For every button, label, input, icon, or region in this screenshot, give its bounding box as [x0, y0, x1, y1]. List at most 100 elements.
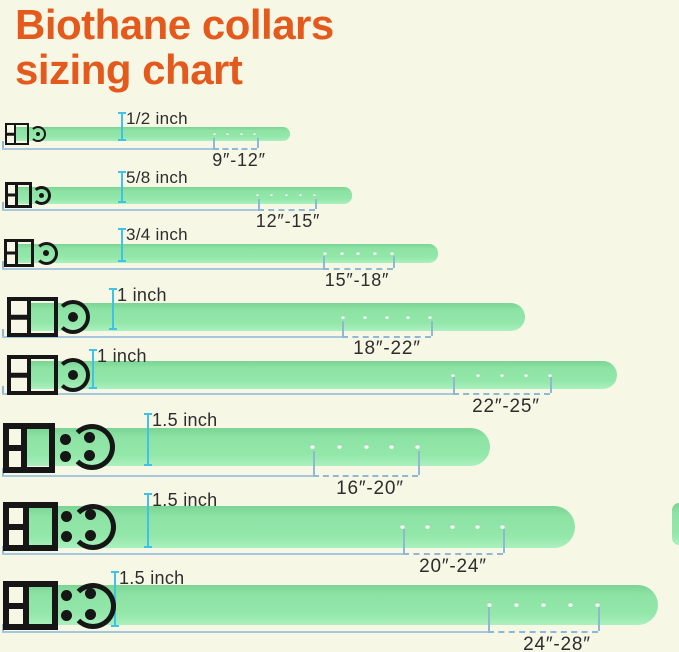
ring-pin-dot	[43, 250, 49, 256]
adjustment-hole	[337, 444, 342, 449]
size-bracket-line	[2, 475, 313, 477]
buckle-crossbar	[7, 132, 17, 136]
buckle-icon	[7, 297, 58, 337]
width-label: 1/2 inch	[126, 109, 188, 128]
adjustment-hole	[541, 602, 546, 607]
size-bracket-dashed	[488, 631, 598, 633]
collar-strap	[20, 303, 525, 331]
adjustment-hole	[390, 251, 394, 255]
adjustment-hole	[548, 373, 552, 377]
adjustment-hole	[425, 524, 430, 529]
rivet-dot	[61, 590, 72, 601]
size-range-label: 9″-12″	[212, 150, 266, 170]
buckle-icon	[3, 581, 58, 630]
page-title: Biothane collars sizing chart	[15, 2, 334, 92]
adjustment-hole	[406, 315, 410, 319]
adjustment-hole	[568, 602, 573, 607]
size-bracket-tick	[2, 386, 4, 393]
size-bracket-tick	[550, 377, 552, 393]
size-bracket-tick	[342, 321, 344, 336]
size-bracket-tick	[213, 138, 215, 148]
collar-strap	[20, 361, 617, 389]
width-tick	[89, 349, 97, 389]
rivet-dot	[84, 450, 95, 461]
size-bracket-tick	[2, 329, 4, 336]
adjustment-hole	[415, 444, 420, 449]
adjustment-hole	[450, 524, 455, 529]
adjustment-hole	[270, 193, 273, 196]
size-bracket-tick	[503, 529, 505, 553]
size-bracket-dashed	[258, 209, 315, 211]
adjustment-hole	[256, 193, 259, 196]
rivet-dot	[61, 511, 72, 522]
ring-pin-dot	[39, 193, 44, 198]
size-bracket-tick	[453, 377, 455, 393]
buckle-crossbar	[8, 193, 18, 197]
adjustment-hole	[363, 315, 367, 319]
rivet-dot	[85, 530, 96, 541]
strap-end-clip	[672, 503, 679, 545]
adjustment-hole	[500, 524, 505, 529]
adjustment-hole	[524, 373, 528, 377]
size-range-label: 22″-25″	[472, 396, 540, 417]
width-tick	[144, 493, 152, 548]
rivet-dot	[60, 434, 71, 445]
adjustment-hole	[313, 193, 316, 196]
adjustment-hole	[213, 132, 216, 135]
adjustment-hole	[340, 251, 344, 255]
collar-strap	[25, 585, 658, 625]
size-bracket-tick	[488, 607, 490, 631]
rivet-dot	[85, 609, 96, 620]
size-bracket-tick	[258, 199, 260, 209]
size-bracket-tick	[257, 138, 259, 148]
adjustment-hole	[253, 132, 256, 135]
size-bracket-line	[2, 631, 488, 633]
size-bracket-dashed	[313, 475, 418, 477]
size-bracket-line	[2, 553, 403, 555]
adjustment-hole	[428, 315, 432, 319]
adjustment-hole	[341, 315, 345, 319]
d-ring-icon	[35, 242, 58, 265]
size-bracket-tick	[393, 256, 395, 268]
buckle-crossbar	[11, 314, 31, 320]
title-line-2: sizing chart	[15, 46, 243, 93]
size-bracket-tick	[323, 256, 325, 268]
size-bracket-tick	[315, 199, 317, 209]
buckle-crossbar	[9, 602, 29, 609]
size-bracket-line	[2, 209, 258, 211]
size-bracket-tick	[431, 321, 433, 336]
width-label: 5/8 inch	[126, 168, 188, 187]
adjustment-hole	[226, 132, 229, 135]
size-bracket-dashed	[323, 268, 393, 270]
width-tick	[118, 171, 126, 203]
collar-strap	[13, 187, 352, 204]
adjustment-hole	[285, 193, 288, 196]
d-ring-icon	[70, 504, 116, 550]
size-bracket-dashed	[453, 393, 550, 395]
width-label: 1 inch	[97, 346, 147, 366]
size-bracket-tick	[418, 451, 420, 475]
width-tick	[144, 413, 152, 466]
adjustment-hole	[595, 602, 600, 607]
adjustment-hole	[476, 373, 480, 377]
buckle-icon	[3, 423, 55, 473]
size-bracket-line	[2, 336, 342, 338]
title-line-1: Biothane collars	[15, 1, 334, 48]
buckle-crossbar	[9, 523, 29, 530]
size-bracket-tick	[313, 451, 315, 475]
size-bracket-line	[2, 268, 323, 270]
size-bracket-tick	[403, 529, 405, 553]
rivet-dot	[61, 610, 72, 621]
size-bracket-tick	[2, 261, 4, 268]
adjustment-hole	[500, 373, 504, 377]
size-bracket-dashed	[213, 148, 257, 150]
size-range-label: 20″-24″	[419, 556, 487, 577]
buckle-crossbar	[11, 372, 31, 378]
buckle-crossbar	[7, 251, 19, 255]
adjustment-hole	[310, 444, 315, 449]
adjustment-hole	[451, 373, 455, 377]
d-ring-icon	[56, 300, 90, 334]
size-range-label: 15″-18″	[324, 270, 390, 290]
d-ring-icon	[30, 126, 46, 142]
